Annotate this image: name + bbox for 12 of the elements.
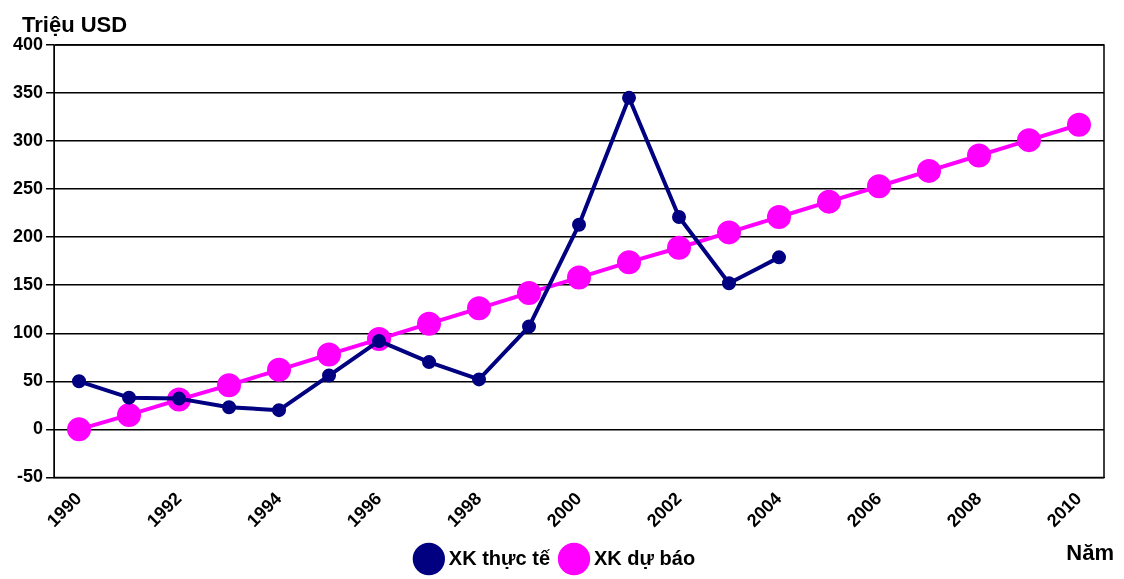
x-axis-title: Năm xyxy=(1066,540,1114,566)
y-tick-label: 300 xyxy=(12,130,44,151)
y-tick-label: 50 xyxy=(23,370,44,391)
y-tick-label: 0 xyxy=(33,418,44,439)
y-tick-label: 100 xyxy=(12,322,44,343)
y-tick-label: 250 xyxy=(12,178,44,199)
legend-label: XK thực tế xyxy=(448,546,551,569)
legend-label: XK dự báo xyxy=(594,546,696,569)
y-tick-label: -50 xyxy=(17,466,44,487)
y-tick-label: 200 xyxy=(12,226,44,247)
y-tick-label: 350 xyxy=(12,82,44,103)
y-tick-label: 150 xyxy=(12,274,44,295)
